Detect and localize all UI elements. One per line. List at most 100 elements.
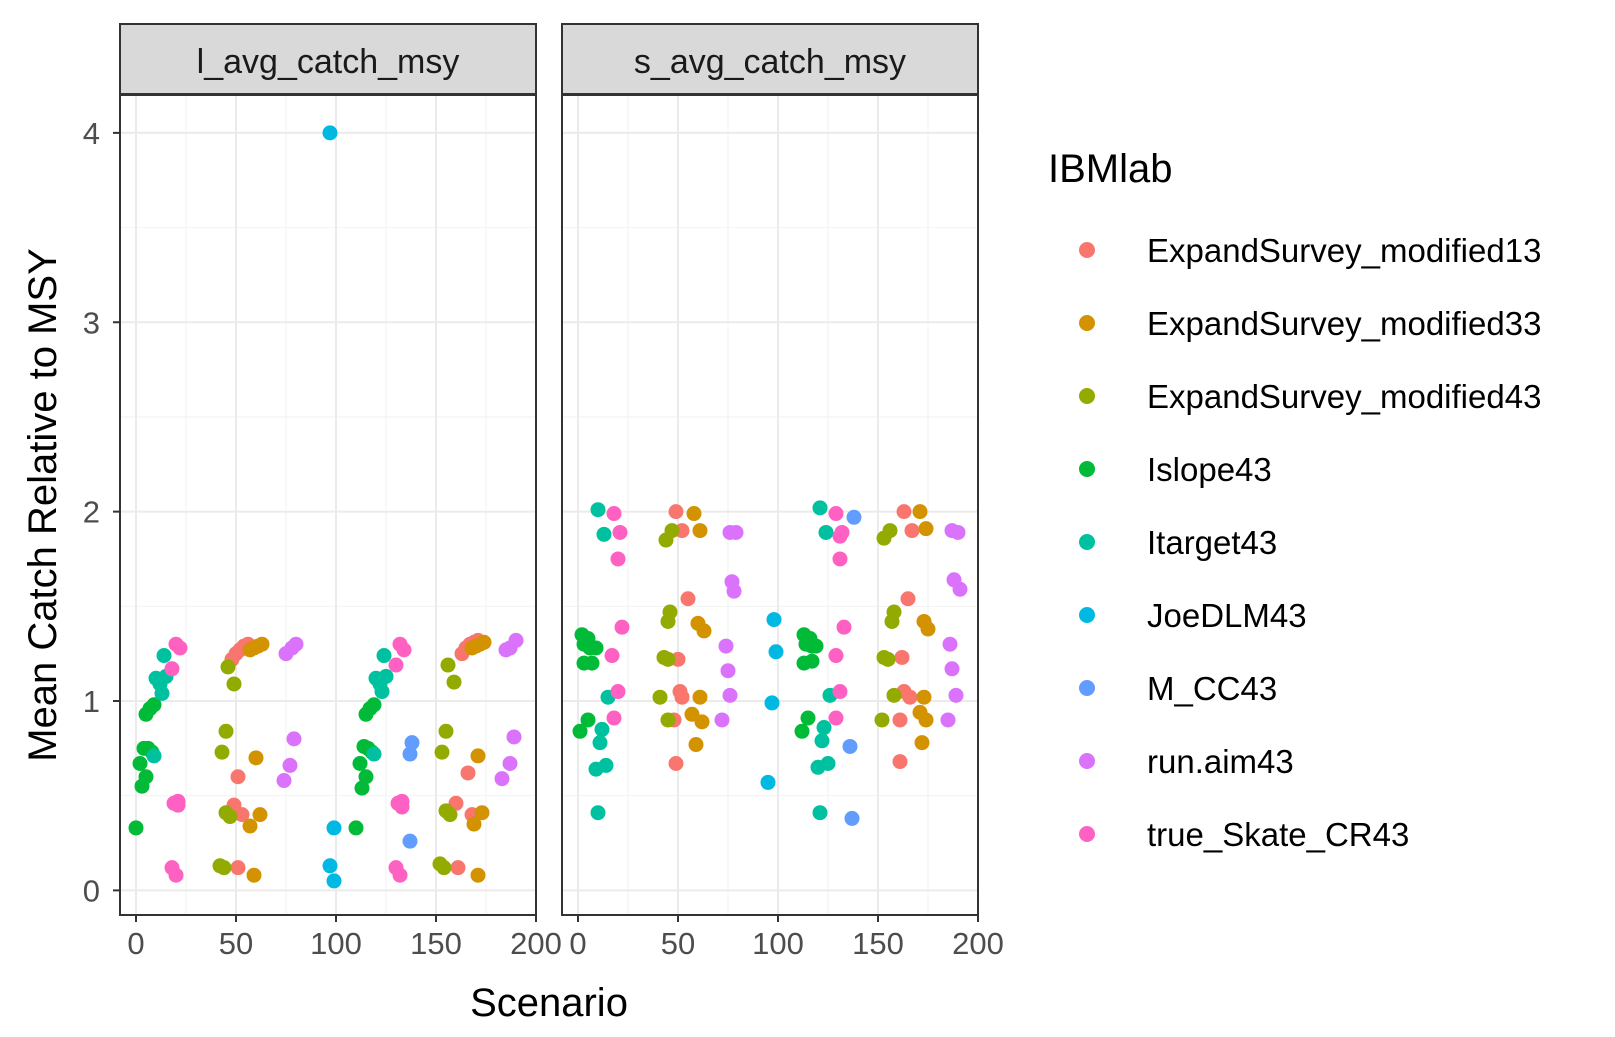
legend: IBMlab ExpandSurvey_modified13ExpandSurv… (1048, 147, 1541, 853)
data-point (494, 771, 510, 787)
data-point (914, 735, 930, 751)
legend-label: JoeDLM43 (1147, 597, 1307, 634)
data-point (254, 636, 270, 652)
data-point (394, 799, 410, 815)
data-point (588, 640, 604, 656)
data-point (476, 634, 492, 650)
x-tick-label: 150 (852, 926, 904, 961)
data-point (434, 744, 450, 760)
data-point (440, 657, 456, 673)
data-point (694, 714, 710, 730)
x-axis-title: Scenario (470, 981, 628, 1025)
data-point (714, 712, 730, 728)
data-point (572, 723, 588, 739)
data-point (436, 860, 452, 876)
data-point (358, 769, 374, 785)
data-point (222, 809, 238, 825)
data-point (836, 619, 852, 635)
data-point (664, 523, 680, 539)
data-point (728, 524, 744, 540)
data-point (154, 685, 170, 701)
data-point (366, 746, 382, 762)
y-tick-label: 2 (83, 495, 100, 530)
data-point (944, 661, 960, 677)
legend-key (1079, 315, 1095, 331)
facet-strip (119, 23, 537, 95)
facet-strip-label: l_avg_catch_msy (197, 43, 460, 81)
data-point (766, 612, 782, 628)
data-point (604, 648, 620, 664)
legend-key (1079, 534, 1095, 550)
data-point (660, 651, 676, 667)
data-point (722, 687, 738, 703)
data-point (392, 867, 408, 883)
data-point (278, 646, 294, 662)
data-point (366, 697, 382, 713)
data-point (808, 638, 824, 654)
data-point (828, 648, 844, 664)
data-point (286, 731, 302, 747)
data-point (882, 523, 898, 539)
data-point (610, 551, 626, 567)
data-point (804, 653, 820, 669)
data-point (590, 805, 606, 821)
legend-key (1079, 242, 1095, 258)
x-tick-label: 50 (219, 926, 253, 961)
y-axis-title: Mean Catch Relative to MSY (21, 248, 65, 762)
data-point (134, 778, 150, 794)
data-point (146, 697, 162, 713)
data-point (348, 820, 364, 836)
data-point (904, 523, 920, 539)
data-point (800, 710, 816, 726)
data-point (288, 636, 304, 652)
data-point (596, 526, 612, 542)
data-point (610, 684, 626, 700)
data-point (592, 735, 608, 751)
data-point (606, 710, 622, 726)
data-point (460, 765, 476, 781)
data-point (688, 737, 704, 753)
data-point (156, 648, 172, 664)
data-point (660, 613, 676, 629)
data-point (470, 748, 486, 764)
data-point (606, 506, 622, 522)
data-point (818, 524, 834, 540)
data-point (832, 684, 848, 700)
data-point (352, 755, 368, 771)
data-point (474, 805, 490, 821)
data-point (846, 509, 862, 525)
facet-plot-area (120, 95, 536, 915)
facet-points (572, 500, 968, 826)
data-point (726, 583, 742, 599)
data-point (402, 833, 418, 849)
data-point (718, 638, 734, 654)
data-point (218, 723, 234, 739)
data-point (242, 818, 258, 834)
data-point (132, 755, 148, 771)
data-point (674, 689, 690, 705)
data-point (508, 632, 524, 648)
data-point (590, 502, 606, 518)
data-point (952, 581, 968, 597)
x-tick-label: 200 (952, 926, 1004, 961)
data-point (668, 504, 684, 520)
data-point (828, 710, 844, 726)
data-point (612, 524, 628, 540)
y-tick-label: 1 (83, 684, 100, 719)
data-point (940, 712, 956, 728)
data-point (584, 655, 600, 671)
facet-points (128, 125, 524, 889)
data-point (812, 500, 828, 516)
data-point (230, 769, 246, 785)
legend-key (1079, 680, 1095, 696)
data-point (594, 721, 610, 737)
y-tick-label: 3 (83, 305, 100, 340)
data-point (164, 661, 180, 677)
data-point (884, 613, 900, 629)
data-point (692, 523, 708, 539)
data-point (354, 780, 370, 796)
data-point (696, 623, 712, 639)
data-point (438, 723, 454, 739)
data-point (686, 506, 702, 522)
data-point (916, 689, 932, 705)
